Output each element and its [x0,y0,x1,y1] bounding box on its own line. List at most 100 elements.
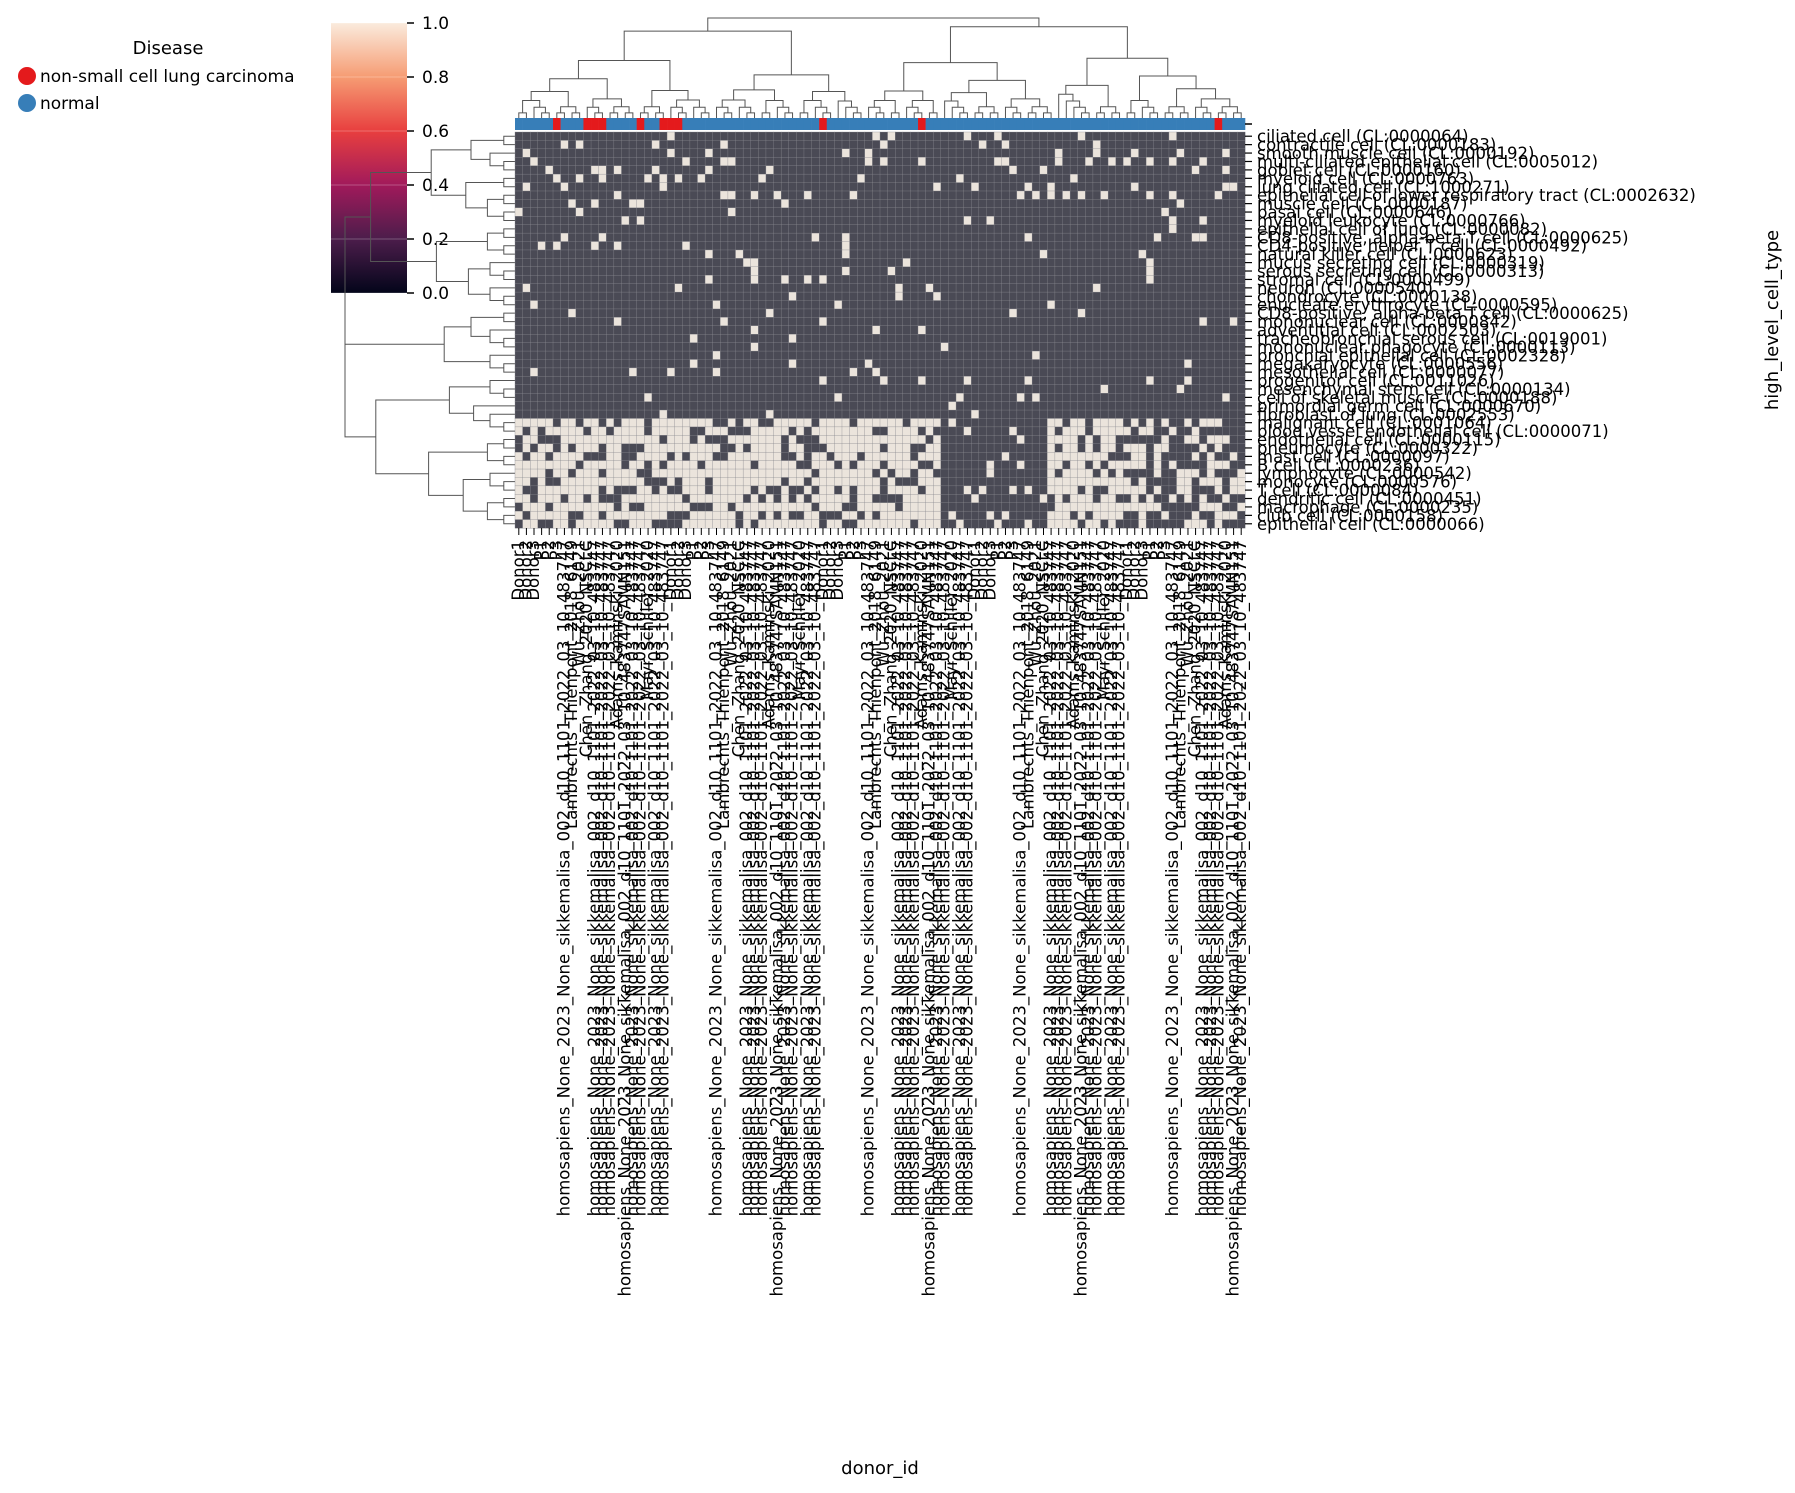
disease-strip-cell [781,118,790,130]
heatmap-cell [1237,249,1246,259]
heatmap-cell [1229,182,1238,192]
heatmap-cell [735,451,744,461]
heatmap-cell [1077,468,1086,478]
heatmap-cell [598,485,607,495]
heatmap-cell [1054,148,1063,158]
heatmap-cell [628,384,638,394]
heatmap-cell [1153,418,1162,428]
heatmap-cell [530,485,539,495]
heatmap-cell [583,140,592,150]
heatmap-cell [1024,426,1033,436]
heatmap-cell [1047,468,1056,478]
heatmap-cell [1016,401,1025,411]
heatmap-cell [530,173,539,183]
heatmap-cell [1062,451,1071,461]
heatmap-cell [849,502,858,512]
heatmap-cell [682,435,691,445]
heatmap-cell [689,157,698,167]
heatmap-cell [933,216,942,226]
heatmap-cell [1176,291,1185,301]
heatmap-cell [644,342,653,352]
heatmap-cell [537,384,546,394]
heatmap-cell [522,291,531,301]
heatmap-cell [826,359,835,369]
heatmap-cell [590,291,600,301]
heatmap-cell [590,477,600,487]
heatmap-cell [978,325,987,335]
heatmap-cell [1069,207,1079,217]
heatmap-cell [636,291,645,301]
heatmap-cell [1161,157,1170,167]
heatmap-cell [1115,451,1124,461]
heatmap-cell [659,409,668,419]
heatmap-cell [583,502,592,512]
heatmap-cell [651,216,660,226]
heatmap-cell [674,224,683,234]
heatmap-cell [788,485,797,495]
heatmap-cell [955,460,965,470]
heatmap-cell [606,451,615,461]
heatmap-cell [621,266,630,276]
heatmap-cell [659,477,668,487]
heatmap-cell [849,367,858,377]
heatmap-cell [636,510,645,520]
heatmap-cell [1214,258,1223,268]
heatmap-cell [1077,283,1086,293]
heatmap-cell [689,173,698,183]
heatmap-cell [583,342,592,352]
heatmap-cell [537,190,546,200]
heatmap-cell [530,519,539,529]
heatmap-cell [522,249,531,259]
heatmap-cell [773,275,782,285]
heatmap-cell [978,460,987,470]
heatmap-cell [758,317,767,327]
heatmap-cell [955,350,965,360]
heatmap-cell [552,334,561,344]
heatmap-cell [986,451,995,461]
heatmap-cell [925,317,934,327]
heatmap-cell [933,157,942,167]
heatmap-cell [1130,300,1139,310]
heatmap-cell [1168,409,1177,419]
heatmap-cell [841,376,850,386]
heatmap-cell [933,131,942,141]
heatmap-cell [1085,249,1094,259]
heatmap-cell [758,148,767,158]
heatmap-cell [644,494,653,504]
heatmap-cell [1199,510,1208,520]
heatmap-cell [621,199,630,209]
dendrogram-branch [913,112,923,118]
heatmap-cell [963,334,972,344]
heatmap-cell [963,418,972,428]
heatmap-cell [841,199,850,209]
heatmap-cell [879,376,888,386]
dendrogram-branch [503,481,515,491]
heatmap-cell [666,232,676,242]
heatmap-cell [758,443,767,453]
heatmap-cell [651,409,660,419]
disease-strip-cell [621,118,630,130]
row-label: lymphocyte (CL:0000542) [1257,464,1472,483]
heatmap-cell [613,460,622,470]
heatmap-cell [910,224,919,234]
dendrogram-branch [467,268,490,295]
heatmap-cell [1191,275,1200,285]
heatmap-cell [1161,485,1170,495]
heatmap-cell [1009,367,1018,377]
heatmap-cell [1199,367,1208,377]
heatmap-cell [818,468,828,478]
heatmap-cell [803,266,812,276]
heatmap-cell [1001,140,1010,150]
heatmap-cell [742,376,752,386]
heatmap-cell [872,468,881,478]
heatmap-cell [1077,325,1086,335]
heatmap-cell [514,418,523,428]
heatmap-cell [704,266,714,276]
heatmap-cell [803,249,812,259]
heatmap-cell [1229,502,1238,512]
heatmap-cell [1145,401,1155,411]
heatmap-cell [857,199,866,209]
heatmap-cell [537,207,546,217]
heatmap-cell [636,350,645,360]
heatmap-cell [712,300,721,310]
